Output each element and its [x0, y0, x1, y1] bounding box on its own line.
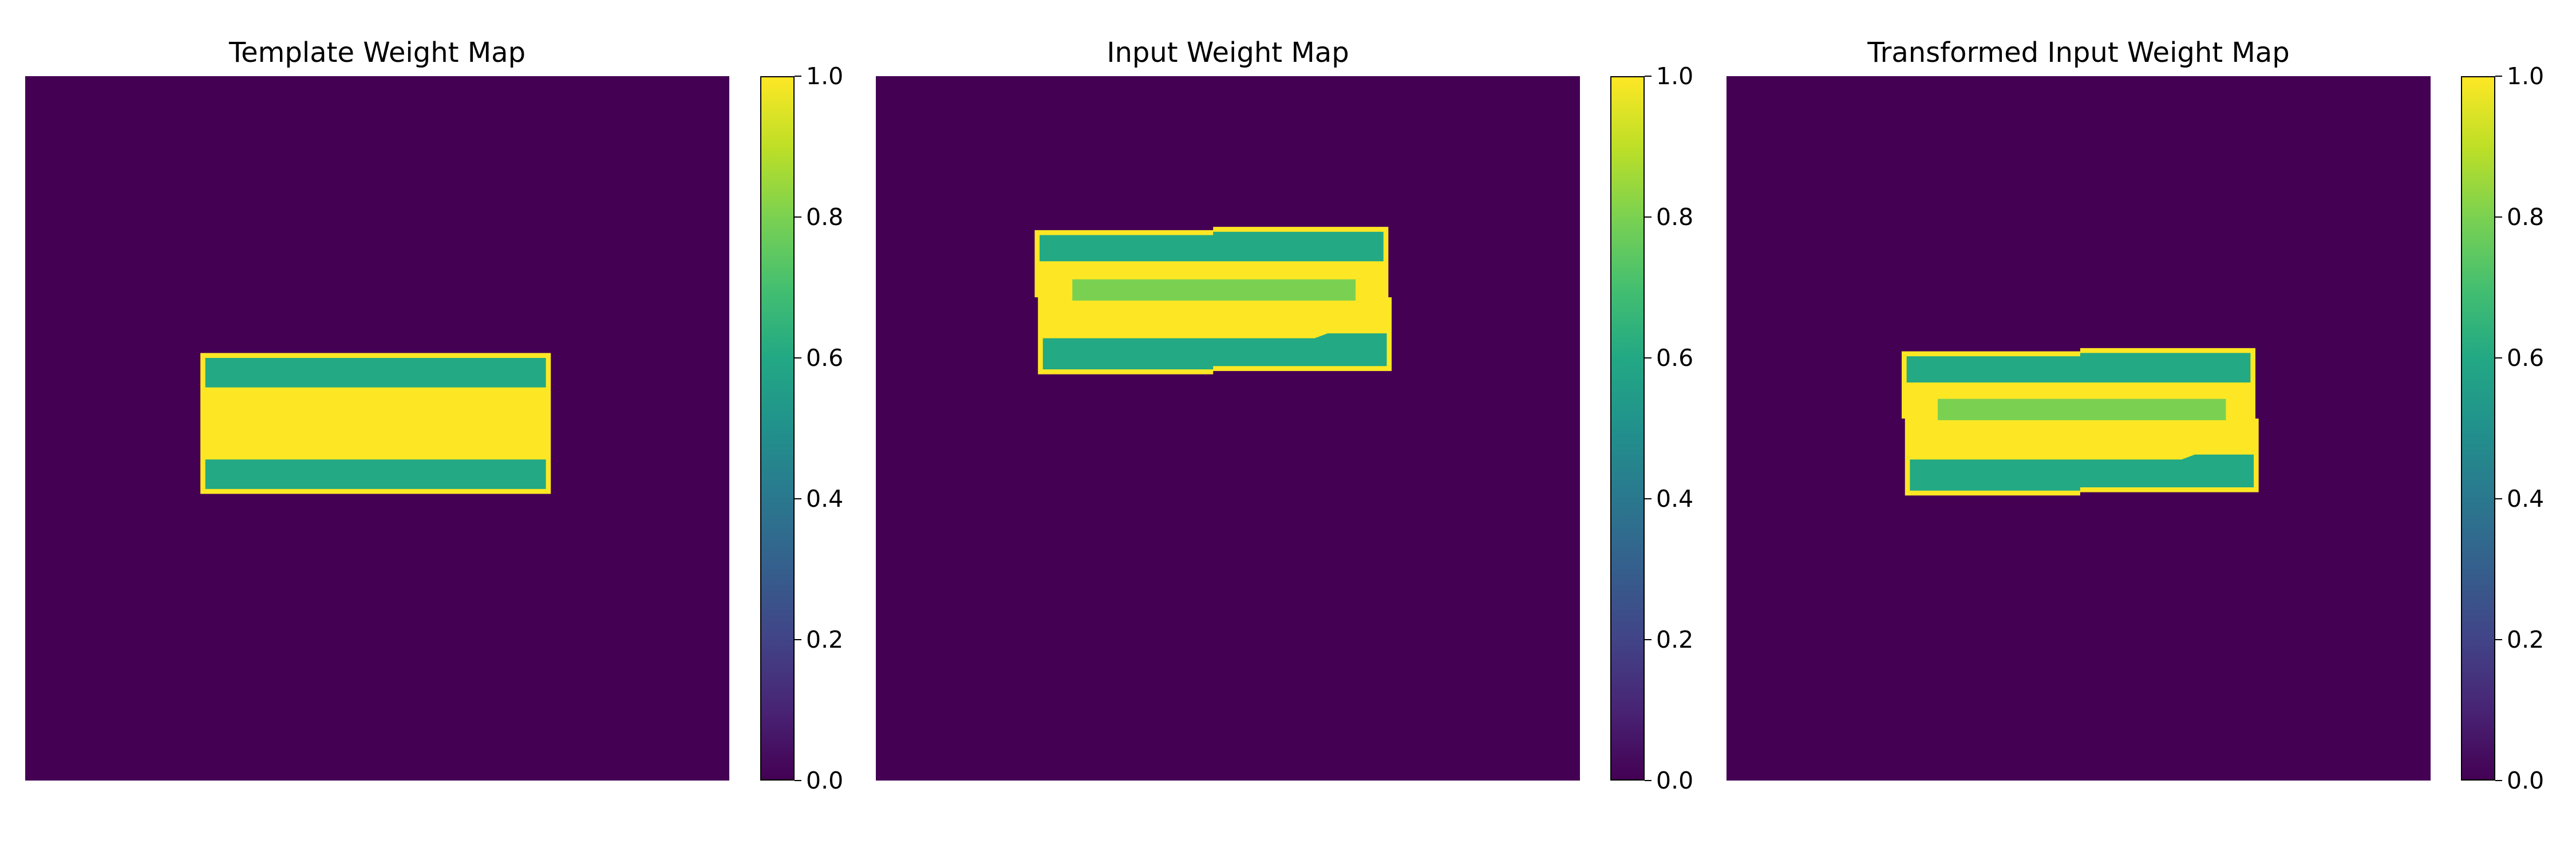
colorbar-tick-label: 0.2	[1656, 626, 1694, 653]
heatmap-region-1	[205, 358, 546, 388]
heatmap-region-2	[205, 459, 546, 489]
colorbar-tick-mark	[2495, 639, 2502, 640]
colorbar-tick-label: 0.8	[1656, 203, 1694, 231]
colorbar-tick-label: 0.4	[1656, 485, 1694, 513]
heatmap-region-3	[1042, 333, 1387, 370]
heatmap-background	[876, 76, 1580, 781]
colorbar-transformed	[2461, 76, 2495, 781]
colorbar-tick-mark	[2495, 216, 2502, 218]
heatmap-region-1	[1040, 231, 1384, 262]
colorbar-tick-label: 0.8	[2507, 203, 2545, 231]
colorbar-tick-label: 0.6	[806, 344, 844, 372]
colorbar-tick-mark	[2495, 498, 2502, 499]
heatmap-region-1	[1906, 353, 2251, 383]
colorbar-tick-label: 0.8	[806, 203, 844, 231]
colorbar-tick-mark	[1645, 498, 1652, 499]
heatmap-region-2	[1072, 279, 1356, 301]
colorbar-tick-mark	[795, 498, 801, 499]
colorbar-tick-label: 1.0	[1656, 62, 1694, 90]
colorbar-tick-label: 0.0	[1656, 767, 1694, 794]
panel-title-template: Template Weight Map	[228, 37, 526, 69]
heatmap-region-0	[1902, 348, 2259, 496]
colorbar-tick-mark	[2495, 76, 2502, 77]
colorbar-tick-mark	[2495, 780, 2502, 781]
colorbar-tick-mark	[795, 639, 801, 640]
heatmap-template	[25, 76, 729, 781]
colorbar-tick-label: 0.6	[2507, 344, 2545, 372]
colorbar-tick-mark	[1645, 216, 1652, 218]
heatmap-region-2	[1938, 399, 2226, 420]
heatmap-region-3	[1910, 454, 2254, 491]
heatmap-input	[876, 76, 1580, 781]
colorbar-tick-mark	[2495, 357, 2502, 358]
colorbar-tick-label: 0.2	[806, 626, 844, 653]
colorbar-tick-mark	[1645, 639, 1652, 640]
colorbar-template	[760, 76, 795, 781]
colorbar-tick-label: 0.6	[1656, 344, 1694, 372]
colorbar-tick-mark	[1645, 780, 1652, 781]
colorbar-tick-label: 1.0	[2507, 62, 2545, 90]
colorbar-tick-mark	[1645, 76, 1652, 77]
colorbar-tick-label: 1.0	[806, 62, 844, 90]
colorbar-tick-label: 0.0	[806, 767, 844, 794]
colorbar-tick-label: 0.4	[2507, 485, 2545, 513]
panel-title-transformed: Transformed Input Weight Map	[1867, 37, 2290, 69]
colorbar-tick-mark	[795, 357, 801, 358]
colorbar-tick-mark	[1645, 357, 1652, 358]
colorbar-tick-mark	[795, 216, 801, 218]
heatmap-transformed	[1726, 76, 2431, 781]
colorbar-tick-label: 0.2	[2507, 626, 2545, 653]
colorbar-tick-label: 0.4	[806, 485, 844, 513]
colorbar-tick-mark	[795, 780, 801, 781]
colorbar-input	[1610, 76, 1645, 781]
panel-title-input: Input Weight Map	[1107, 37, 1349, 69]
colorbar-tick-mark	[795, 76, 801, 77]
colorbar-tick-label: 0.0	[2507, 767, 2545, 794]
